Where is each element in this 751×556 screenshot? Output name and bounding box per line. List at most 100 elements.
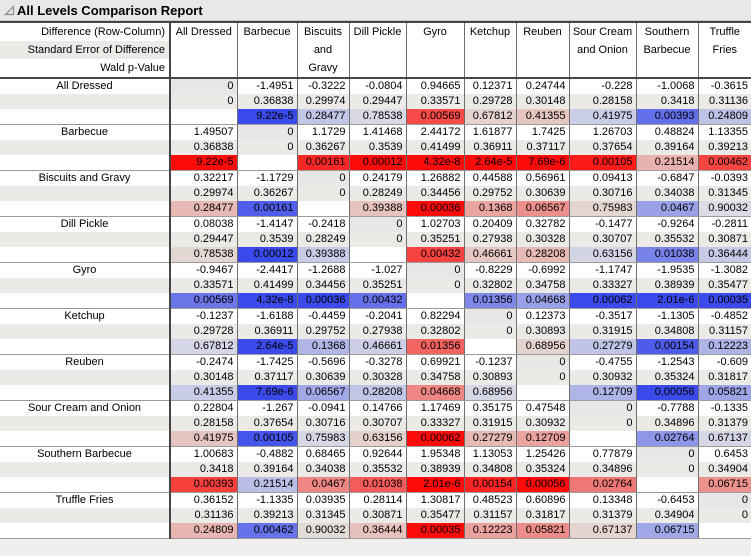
diff-cell[interactable]: 0.20409	[463, 216, 516, 232]
se-cell[interactable]: 0.34758	[405, 370, 464, 385]
se-cell[interactable]: 0.29728	[463, 94, 516, 109]
diff-cell[interactable]: 0.82294	[405, 308, 464, 324]
se-cell[interactable]: 0.35324	[515, 462, 569, 477]
p-value-cell[interactable]	[463, 339, 516, 355]
se-cell[interactable]: 0.34456	[405, 186, 464, 201]
diff-cell[interactable]: 0.77879	[568, 446, 636, 462]
se-cell[interactable]: 0.29974	[296, 94, 349, 109]
diff-cell[interactable]: -0.0804	[348, 78, 406, 94]
p-value-cell[interactable]: 0.21514	[236, 477, 297, 493]
diff-cell[interactable]: -1.1305	[635, 308, 698, 324]
diff-cell[interactable]: 0.92644	[348, 446, 406, 462]
diff-cell[interactable]: -1.2543	[635, 354, 698, 370]
diff-cell[interactable]: 0.48523	[463, 492, 516, 508]
diff-cell[interactable]: 1.00683	[169, 446, 237, 462]
diff-cell[interactable]: 0.08038	[169, 216, 237, 232]
se-cell[interactable]: 0.37654	[568, 140, 636, 155]
p-value-cell[interactable]: 0.12709	[568, 385, 636, 401]
p-value-cell[interactable]: 0.12223	[697, 339, 751, 355]
p-value-cell[interactable]: 4.32e-8	[405, 155, 464, 171]
diff-cell[interactable]: -0.1237	[169, 308, 237, 324]
diff-cell[interactable]: 0.60896	[515, 492, 569, 508]
se-cell[interactable]: 0.35251	[405, 232, 464, 247]
diff-cell[interactable]: 0.09413	[568, 170, 636, 186]
diff-cell[interactable]: -1.4951	[236, 78, 297, 94]
p-value-cell[interactable]: 0.00035	[697, 293, 751, 309]
diff-cell[interactable]: -0.1477	[568, 216, 636, 232]
diff-cell[interactable]: -1.3082	[697, 262, 751, 278]
diff-cell[interactable]: -0.3615	[697, 78, 751, 94]
se-cell[interactable]: 0	[296, 186, 349, 201]
se-cell[interactable]: 0.30639	[296, 370, 349, 385]
p-value-cell[interactable]: 0.39388	[348, 201, 406, 217]
p-value-cell[interactable]: 0.28208	[515, 247, 569, 263]
se-cell[interactable]: 0.41499	[236, 278, 297, 293]
p-value-cell[interactable]: 0.27279	[463, 431, 516, 447]
diff-cell[interactable]: 0	[405, 262, 464, 278]
diff-cell[interactable]: 0.69921	[405, 354, 464, 370]
se-cell[interactable]: 0.39213	[697, 140, 751, 155]
se-cell[interactable]: 0.35477	[405, 508, 464, 523]
p-value-cell[interactable]: 0.0467	[635, 201, 698, 217]
diff-cell[interactable]: -0.609	[697, 354, 751, 370]
diff-cell[interactable]: -0.4882	[236, 446, 297, 462]
p-value-cell[interactable]: 0.00569	[169, 293, 237, 309]
p-value-cell[interactable]: 9.22e-5	[236, 109, 297, 125]
diff-cell[interactable]: 0.47548	[515, 400, 569, 416]
diff-cell[interactable]: 0	[697, 492, 751, 508]
p-value-cell[interactable]: 0.04668	[405, 385, 464, 401]
diff-cell[interactable]: 1.7425	[515, 124, 569, 140]
se-cell[interactable]: 0	[697, 508, 751, 523]
se-cell[interactable]: 0.34038	[635, 186, 698, 201]
se-cell[interactable]: 0.34808	[635, 324, 698, 339]
se-cell[interactable]: 0.30707	[568, 232, 636, 247]
column-header-gyro[interactable]: Gyro	[405, 22, 464, 79]
se-cell[interactable]: 0.31379	[697, 416, 751, 431]
se-cell[interactable]: 0.31817	[697, 370, 751, 385]
row-label[interactable]: Sour Cream and Onion	[27, 402, 142, 414]
p-value-cell[interactable]: 0.00393	[169, 477, 237, 493]
p-value-cell[interactable]: 0.00161	[236, 201, 297, 217]
diff-cell[interactable]: 1.26882	[405, 170, 464, 186]
se-cell[interactable]: 0	[515, 370, 569, 385]
p-value-cell[interactable]: 0.00432	[348, 293, 406, 309]
se-cell[interactable]: 0.31379	[568, 508, 636, 523]
p-value-cell[interactable]	[697, 523, 751, 539]
p-value-cell[interactable]	[236, 155, 297, 171]
se-cell[interactable]: 0.31136	[697, 94, 751, 109]
diff-cell[interactable]: 0	[296, 170, 349, 186]
diff-cell[interactable]: -1.4147	[236, 216, 297, 232]
diff-cell[interactable]: -0.1335	[697, 400, 751, 416]
p-value-cell[interactable]: 0.24809	[169, 523, 237, 539]
diff-cell[interactable]: 0	[463, 308, 516, 324]
diff-cell[interactable]: -1.0068	[635, 78, 698, 94]
diff-cell[interactable]: -1.1335	[236, 492, 297, 508]
p-value-cell[interactable]: 0.06567	[296, 385, 349, 401]
se-cell[interactable]: 0.32802	[463, 278, 516, 293]
p-value-cell[interactable]: 0.00012	[236, 247, 297, 263]
p-value-cell[interactable]: 0.05821	[697, 385, 751, 401]
se-cell[interactable]: 0.30716	[568, 186, 636, 201]
diff-cell[interactable]: -0.2474	[169, 354, 237, 370]
column-header-truffle-fries[interactable]: Truffle Fries	[697, 22, 751, 79]
diff-cell[interactable]: -0.6453	[635, 492, 698, 508]
p-value-cell[interactable]: 0.28477	[169, 201, 237, 217]
p-value-cell[interactable]: 0.41355	[515, 109, 569, 125]
se-cell[interactable]: 0.30932	[568, 370, 636, 385]
diff-cell[interactable]: 0.14766	[348, 400, 406, 416]
se-cell[interactable]: 0.31345	[697, 186, 751, 201]
diff-cell[interactable]: -0.7788	[635, 400, 698, 416]
se-cell[interactable]: 0.28249	[348, 186, 406, 201]
se-cell[interactable]: 0	[405, 278, 464, 293]
se-cell[interactable]: 0.36911	[463, 140, 516, 155]
diff-cell[interactable]: 0	[169, 78, 237, 94]
column-header-reuben[interactable]: Reuben	[515, 22, 569, 79]
p-value-cell[interactable]: 0.12223	[463, 523, 516, 539]
diff-cell[interactable]: 0.94665	[405, 78, 464, 94]
se-cell[interactable]: 0.30716	[296, 416, 349, 431]
p-value-cell[interactable]: 0.05821	[515, 523, 569, 539]
p-value-cell[interactable]: 0.00062	[568, 293, 636, 309]
se-cell[interactable]: 0.31915	[568, 324, 636, 339]
diff-cell[interactable]: 0.48824	[635, 124, 698, 140]
se-cell[interactable]: 0.31136	[169, 508, 237, 523]
